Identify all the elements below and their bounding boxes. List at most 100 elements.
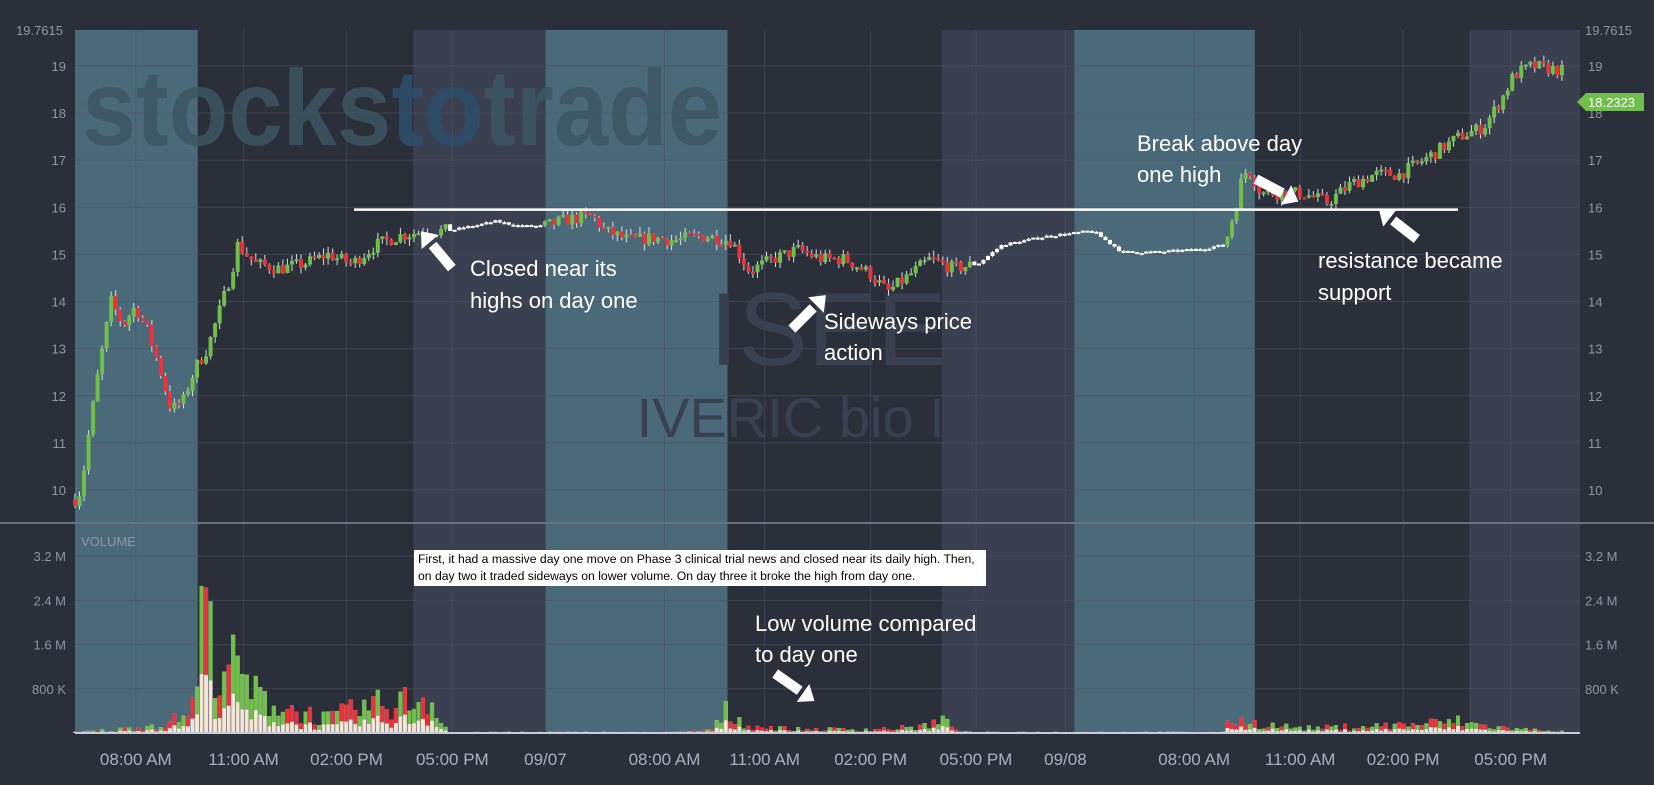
candle-body (231, 272, 235, 289)
volume-bar-top (927, 728, 931, 731)
volume-bar-top (774, 731, 778, 732)
candle-body (236, 242, 240, 272)
candle-body (322, 255, 326, 259)
volume-bar-top (1447, 719, 1451, 727)
volume-bar (1239, 717, 1243, 733)
candle-body (959, 262, 963, 271)
candle-body (267, 265, 271, 270)
volume-bar-top (1361, 726, 1365, 730)
candle-body (1018, 242, 1022, 244)
volume-bar-top (285, 709, 289, 723)
volume-bar (715, 720, 719, 733)
candle-body (285, 265, 289, 274)
candle-body (941, 260, 945, 262)
candle-body (222, 291, 226, 305)
candle-body (403, 234, 407, 239)
volume-bar-top (394, 708, 398, 723)
volume-bar-top (1388, 729, 1392, 731)
candle-body (1379, 170, 1383, 172)
candle-body (1022, 240, 1026, 242)
candle-body (326, 253, 330, 259)
volume-bar-top (1239, 717, 1243, 727)
volume-bar-top (1248, 724, 1252, 729)
volume-bar-top (181, 716, 185, 726)
price-tick-right: 17 (1588, 153, 1602, 168)
time-tick: 08:00 AM (1158, 750, 1230, 769)
volume-bar (331, 711, 335, 733)
volume-bar-top (764, 728, 768, 731)
candle-body (335, 258, 339, 260)
candle-body (511, 225, 515, 227)
volume-bar (245, 675, 249, 733)
candle-body (1461, 133, 1465, 140)
volume-bar-top (1266, 727, 1270, 731)
volume-bar-top (1366, 728, 1370, 731)
candle-body (638, 233, 642, 236)
candle-body (484, 222, 488, 224)
volume-bar-top (326, 711, 330, 724)
volume-bar-top (1465, 723, 1469, 729)
candle-body (620, 232, 624, 238)
volume-bar-top (1225, 721, 1229, 728)
volume-bar-top (1533, 729, 1537, 732)
volume-bar-top (91, 731, 95, 732)
volume-bar-top (344, 705, 348, 722)
volume-bar-top (783, 726, 787, 730)
candle-body (91, 401, 95, 434)
candle (557, 216, 561, 226)
volume-tick-right: 800 K (1585, 682, 1619, 697)
time-tick: 02:00 PM (834, 750, 907, 769)
candle-body (1194, 249, 1198, 251)
candle-body (579, 212, 583, 223)
volume-bar-top (322, 712, 326, 725)
volume-bar-top (403, 687, 407, 714)
candle-body (1216, 245, 1220, 247)
candle-body (1085, 231, 1089, 233)
candle-body (787, 250, 791, 257)
volume-bar-top (141, 730, 145, 732)
candle-body (1099, 232, 1103, 237)
candle-body (1406, 163, 1410, 178)
candle-body (1221, 245, 1225, 247)
volume-bar-top (1375, 723, 1379, 729)
price-tick-right: 19 (1588, 59, 1602, 74)
volume-bar (737, 717, 741, 733)
candle (448, 224, 452, 231)
candle-body (209, 337, 213, 356)
candle-body (932, 257, 936, 259)
candle-body (873, 279, 877, 283)
candle (1013, 242, 1017, 244)
candle-body (1167, 250, 1171, 252)
candle-body (1180, 250, 1184, 252)
candle-body (918, 261, 922, 266)
candle-body (1533, 62, 1537, 68)
volume-bar-top (683, 731, 687, 732)
volume-bar-top (1420, 725, 1424, 730)
watermark-stocks: stocks (82, 47, 391, 168)
volume-bar (1429, 719, 1433, 733)
volume-bar-top (692, 730, 696, 732)
volume-bar-top (200, 586, 204, 674)
time-tick: 02:00 PM (1367, 750, 1440, 769)
candle-body (665, 239, 669, 245)
candle-body (1302, 198, 1306, 200)
candle-body (466, 226, 470, 228)
candle-body (529, 225, 533, 227)
volume-bar-top (353, 710, 357, 724)
candle-body (1235, 210, 1239, 221)
candle (1370, 174, 1374, 182)
candle-body (792, 247, 796, 257)
candle (389, 238, 393, 245)
volume-bar-top (136, 728, 140, 731)
annot-closed-2: highs on day one (470, 288, 638, 313)
volume-bar-top (150, 724, 154, 729)
volume-bar (181, 716, 185, 733)
candle-body (1031, 238, 1035, 240)
candle-body (1131, 251, 1135, 253)
candle (1230, 219, 1234, 239)
volume-bar (267, 716, 271, 733)
volume-bar (249, 699, 253, 733)
volume-bar-top (1424, 723, 1428, 729)
volume-bar-top (335, 711, 339, 724)
candle-body (163, 376, 167, 391)
